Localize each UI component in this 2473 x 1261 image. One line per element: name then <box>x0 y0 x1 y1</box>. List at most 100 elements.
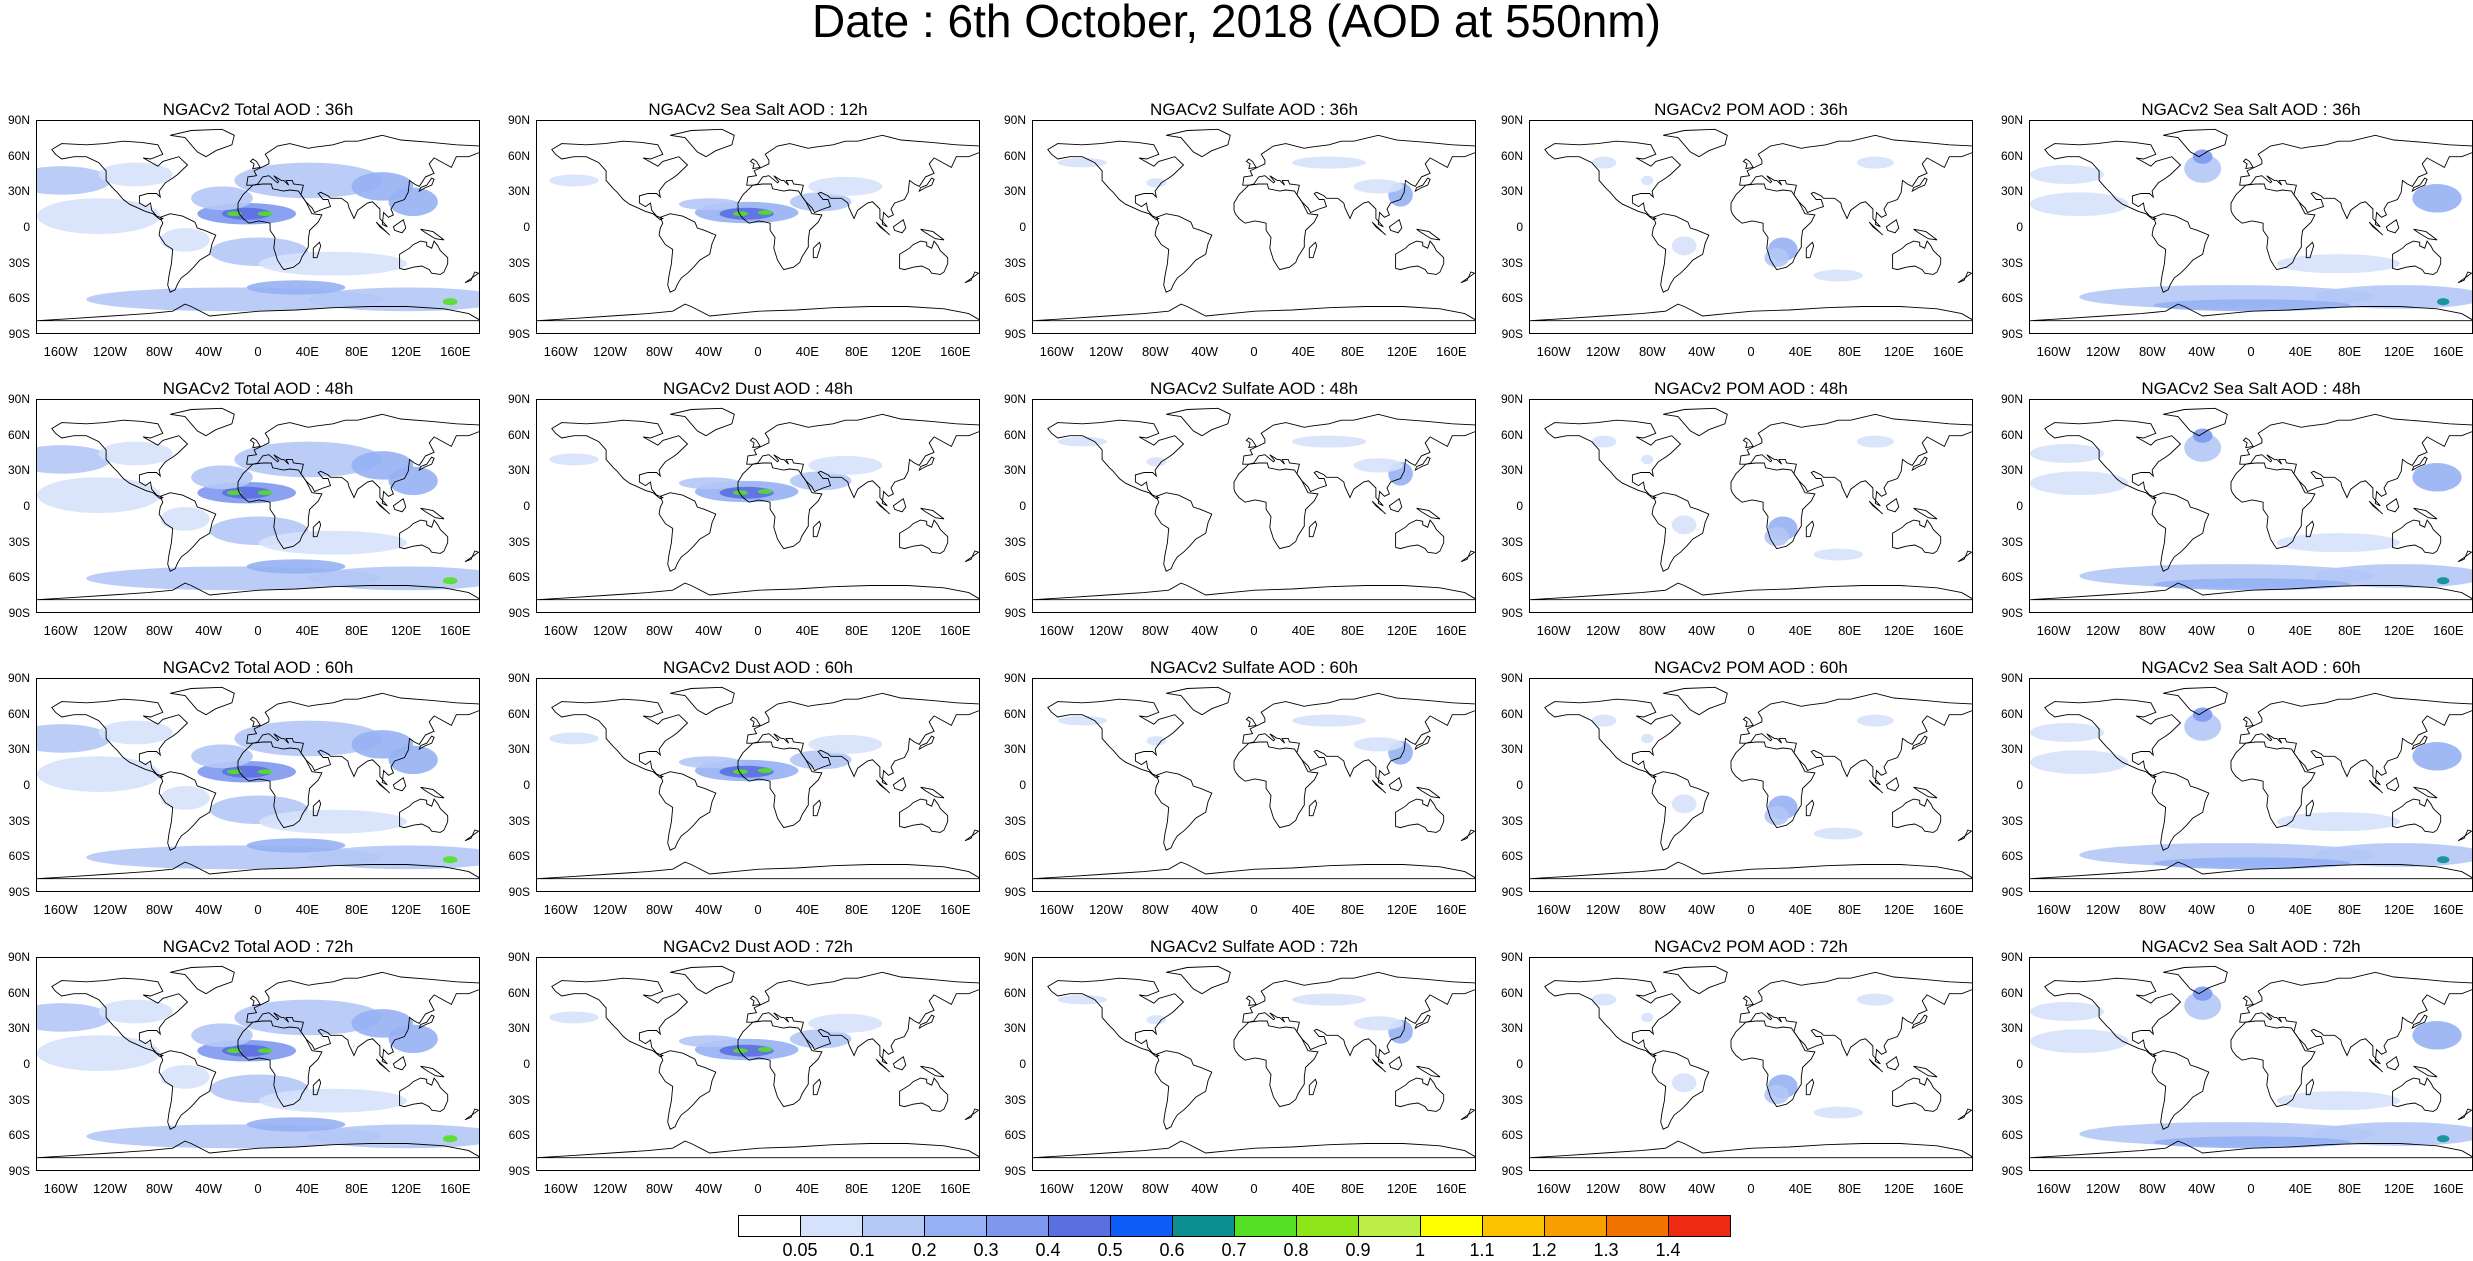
aod-field <box>191 186 253 211</box>
colorbar-swatch <box>1420 1215 1483 1237</box>
lon-tick-label: 160E <box>1933 902 1964 917</box>
coastline <box>812 520 822 538</box>
aod-field <box>2030 1029 2129 1054</box>
lon-tick-label: 160E <box>440 902 471 917</box>
lon-tick-label: 40E <box>1291 1181 1315 1196</box>
aod-field <box>2276 812 2400 832</box>
lat-tick-label: 0 <box>23 778 30 792</box>
coastline <box>537 1140 979 1159</box>
coastline <box>1371 1058 1387 1073</box>
coastline <box>892 497 907 513</box>
main-title: Date : 6th October, 2018 (AOD at 550nm) <box>812 0 1661 47</box>
coastline <box>2411 177 2428 193</box>
colorbar-swatch <box>1172 1215 1235 1237</box>
lat-tick-label: 30S <box>1004 813 1026 828</box>
aod-field <box>257 769 273 775</box>
coastline <box>2163 686 2228 716</box>
map-panel: NGACv2 Sulfate AOD : 72h 90N 60N 30N 0 30S 60S… <box>996 937 1556 1237</box>
lat-tick-label: 30S <box>2001 1092 2023 1107</box>
coastline <box>1868 500 1884 515</box>
colorbar-swatch <box>1606 1215 1669 1237</box>
lat-tick-label: 30N <box>1500 1021 1523 1036</box>
lat-tick-label: 60S <box>1004 849 1026 864</box>
coastline <box>1892 519 1942 554</box>
aod-field <box>2437 1135 2450 1143</box>
lat-tick-label: 0 <box>523 1057 530 1071</box>
panel-title: NGACv2 POM AOD : 36h <box>1654 100 1848 119</box>
colorbar-swatch <box>1048 1215 1111 1237</box>
coastline <box>1663 128 1728 158</box>
coastline <box>375 779 391 794</box>
lon-tick-label: 0 <box>1747 344 1755 359</box>
lon-tick-label: 0 <box>254 902 262 917</box>
lat-tick-label: 90N <box>7 392 30 406</box>
lon-tick-label: 160W <box>1039 1181 1074 1196</box>
map-frame <box>1032 957 1476 1171</box>
lat-tick-label: 0 <box>1019 220 1026 234</box>
coastline <box>1414 1014 1431 1030</box>
coastline <box>1047 140 1185 221</box>
coastline <box>2385 1055 2400 1071</box>
aod-field <box>1292 435 1366 448</box>
lat-tick-label: 90N <box>1003 113 1026 127</box>
lat-tick-label: 30S <box>2001 813 2023 828</box>
world-map <box>1530 965 1972 1159</box>
aod-field <box>37 198 161 234</box>
colorbar-label: 0.7 <box>1221 1240 1247 1260</box>
coastline <box>746 692 979 786</box>
coastline <box>51 977 189 1058</box>
aod-field <box>257 211 273 217</box>
lon-tick-label: 120W <box>93 623 127 638</box>
lat-tick-label: 60S <box>1501 291 1523 306</box>
aod-field <box>246 280 346 295</box>
map-panel: NGACv2 Dust AOD : 60h 90N 60N 30N 0 30S 60S 90S… <box>500 658 1060 958</box>
lon-tick-label: 40E <box>2288 902 2312 917</box>
aod-field <box>1591 714 1617 727</box>
lat-tick-label: 30S <box>8 255 30 270</box>
lat-tick-label: 30N <box>1003 184 1026 199</box>
coastline <box>537 303 979 322</box>
coastline <box>1166 128 1231 158</box>
aod-field <box>2184 991 2222 1020</box>
coastline <box>249 158 261 170</box>
coastline <box>2239 413 2472 507</box>
lon-tick-label: 80W <box>645 344 673 359</box>
lon-tick-label: 160W <box>2036 344 2071 359</box>
coastline <box>246 692 479 786</box>
lat-tick-label: 60N <box>7 985 30 1000</box>
lon-tick-label: 120E <box>2383 344 2415 359</box>
coastline <box>964 1108 979 1121</box>
map-frame <box>2029 678 2473 892</box>
coastline <box>51 698 189 779</box>
map-frame <box>36 399 480 613</box>
lon-tick-label: 120E <box>1883 902 1915 917</box>
coastline <box>746 413 979 507</box>
aod-field <box>808 455 883 475</box>
coastline <box>1166 965 1231 995</box>
lon-tick-label: 80W <box>1141 902 1169 917</box>
coastline <box>1414 456 1431 472</box>
coastline <box>658 492 717 572</box>
coastline <box>1742 437 1754 449</box>
coastline <box>464 1108 479 1121</box>
coastline <box>1663 686 1728 716</box>
lat-tick-label: 90S <box>8 606 30 620</box>
lat-tick-label: 60N <box>2000 148 2023 163</box>
lon-tick-label: 0 <box>754 623 762 638</box>
coastline <box>392 1055 407 1071</box>
aod-field <box>234 441 383 478</box>
coastline <box>964 271 979 284</box>
coastline <box>237 741 323 829</box>
colorbar-label: 0.6 <box>1159 1240 1185 1260</box>
world-map <box>2030 686 2472 880</box>
lon-tick-label: 0 <box>1250 902 1258 917</box>
lat-tick-label: 30N <box>1003 742 1026 757</box>
panel-title: NGACv2 Sulfate AOD : 60h <box>1150 658 1358 677</box>
lat-tick-label: 30S <box>2001 255 2023 270</box>
aod-field <box>2276 254 2400 274</box>
map-panel: NGACv2 Sea Salt AOD : 60h 90N 60N 30N 0 30S 60… <box>1993 658 2473 958</box>
coastline <box>392 218 407 234</box>
aod-field <box>2030 164 2104 185</box>
aod-field <box>2184 433 2222 462</box>
lat-tick-label: 90S <box>8 327 30 341</box>
